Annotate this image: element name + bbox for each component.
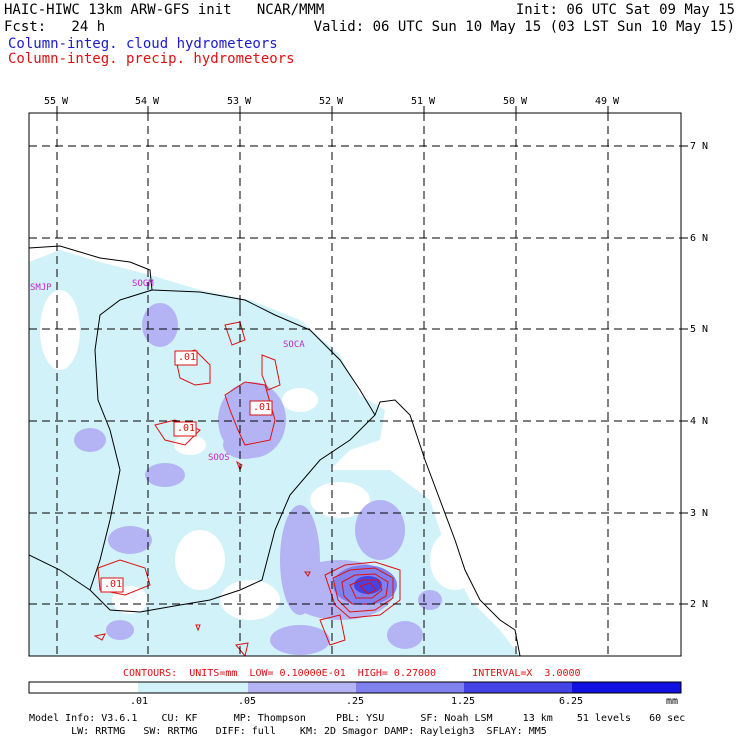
model-title: HAIC-HIWC 13km ARW-GFS init NCAR/MMM <box>4 2 325 18</box>
contour-label: .01 <box>177 423 196 434</box>
lon-label: 52 W <box>319 96 344 107</box>
lat-label: 5 N <box>690 324 709 335</box>
station-label: SOOS <box>208 453 230 463</box>
station-label: SMJP <box>30 283 52 293</box>
lon-label: 51 W <box>411 96 436 107</box>
colorbar-label: 1.25 <box>451 696 476 707</box>
colorbar-label: .01 <box>130 696 149 707</box>
lat-label: 6 N <box>690 233 709 244</box>
model-info-line2: LW: RRTMG SW: RRTMG DIFF: full KM: 2D Sm… <box>29 726 547 737</box>
station-label: SOGM <box>132 279 154 289</box>
colorbar-label: 6.25 <box>559 696 584 707</box>
shaded-field <box>29 113 681 656</box>
contour-info: CONTOURS: UNITS=mm LOW= 0.10000E-01 HIGH… <box>123 668 581 679</box>
lat-label: 3 N <box>690 508 709 519</box>
map-frame <box>28 112 682 657</box>
lon-label: 53 W <box>227 96 252 107</box>
field-cloud-label: Column-integ. cloud hydrometeors <box>8 36 278 52</box>
lat-label: 4 N <box>690 416 709 427</box>
colorbar-units: mm <box>666 696 679 707</box>
lat-label: 7 N <box>690 141 709 152</box>
contour-label: .01 <box>178 352 197 363</box>
contour-label: .01 <box>253 402 272 413</box>
init-time: Init: 06 UTC Sat 09 May 15 <box>515 2 735 18</box>
station-label: SOCA <box>283 340 305 350</box>
model-info-line1: Model Info: V3.6.1 CU: KF MP: Thompson P… <box>29 713 686 724</box>
lon-label: 55 W <box>44 96 69 107</box>
colorbar-label: .05 <box>238 696 257 707</box>
forecast-hour: Fcst: 24 h <box>4 19 106 35</box>
lon-label: 50 W <box>503 96 528 107</box>
field-precip-label: Column-integ. precip. hydrometeors <box>8 51 295 67</box>
valid-time: Valid: 06 UTC Sun 10 May 15 (03 LST Sun … <box>313 19 735 35</box>
contour-label: .01 <box>104 579 123 590</box>
lat-label: 2 N <box>690 599 709 610</box>
lon-label: 49 W <box>595 96 620 107</box>
lon-label: 54 W <box>135 96 160 107</box>
colorbar-label: .25 <box>346 696 365 707</box>
